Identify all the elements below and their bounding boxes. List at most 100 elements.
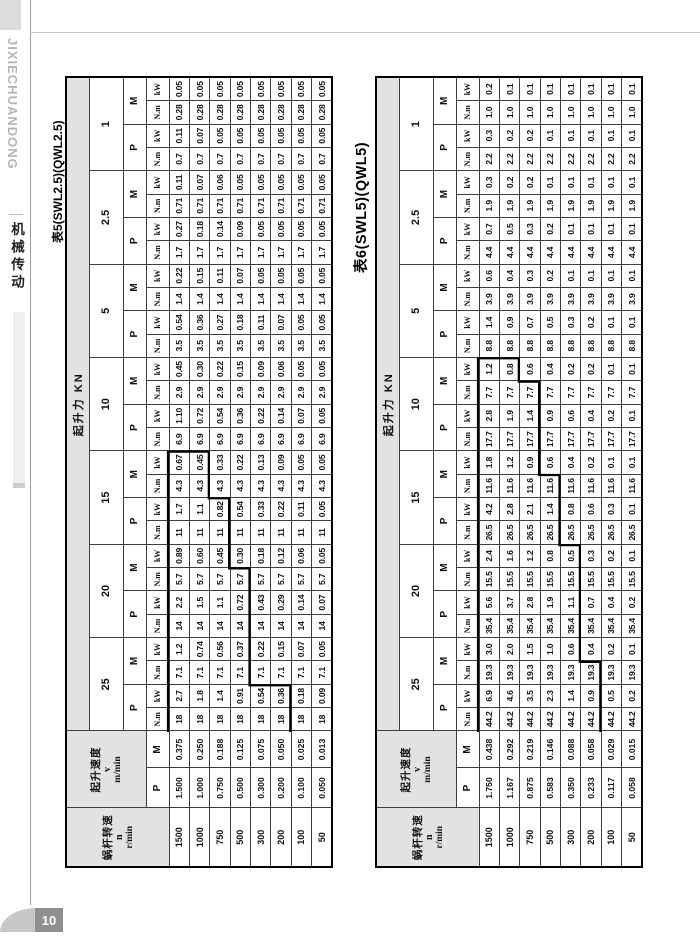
data-cell: 2.2 (560, 147, 581, 171)
data-cell: 0.2 (580, 310, 602, 335)
data-cell: 44.2 (601, 707, 622, 731)
data-cell: 3.5 (209, 334, 231, 358)
worm-speed-value: 1500 (169, 808, 190, 867)
data-cell: 7.1 (291, 660, 312, 685)
data-cell: 0.11 (250, 310, 271, 335)
torque-unit-header: N.m (146, 707, 169, 731)
data-cell: 8.8 (621, 334, 642, 358)
data-cell: 0.05 (291, 264, 312, 288)
data-cell: 0.43 (250, 590, 271, 615)
data-cell: 44.2 (479, 707, 500, 731)
data-row: 1000 1.167 0.292 44.2 4.6 19.3 2.0 35.4 3.7 15.5 1… (499, 77, 520, 867)
data-cell: 7.7 (499, 380, 520, 405)
data-cell: 0.07 (189, 124, 210, 148)
data-cell: 18 (189, 707, 210, 731)
data-cell: 0.09 (311, 684, 332, 708)
data-cell: 6.9 (270, 427, 292, 451)
data-cell: 35.4 (519, 614, 541, 638)
data-cell: 11 (311, 520, 332, 545)
power-unit-header: kW (456, 77, 479, 101)
lift-speed-m-value: 0.292 (499, 731, 520, 768)
data-cell: 1.2 (519, 544, 541, 568)
data-cell: 4.4 (621, 240, 642, 265)
data-cell: 0.27 (209, 310, 231, 335)
data-cell: 0.05 (311, 637, 332, 661)
data-cell: 0.1 (621, 450, 642, 475)
power-unit-header: kW (146, 310, 169, 335)
data-cell: 7.7 (580, 380, 602, 405)
data-cell: 0.4 (580, 404, 602, 428)
capacity-group-header: 10 (89, 357, 123, 451)
data-cell: 0.91 (230, 684, 251, 708)
data-row: 50 0.050 0.013 18 0.09 7.1 0.05 14 0.07 5.7 0.05 11… (311, 77, 332, 867)
data-table: 蜗杆转速 n r/min 起升速度 v m/min 起升力 KN 25 20 15 10 5 2.5 1 P… (375, 76, 643, 868)
data-cell: 18 (270, 707, 292, 731)
lift-speed-p-header: P (146, 768, 169, 808)
data-cell: 1.0 (560, 100, 581, 125)
data-cell: 0.15 (270, 637, 292, 661)
worm-speed-label: 蜗杆转速 (101, 814, 114, 861)
data-cell: 7.7 (479, 380, 500, 405)
data-cell: 3.5 (230, 334, 251, 358)
lift-speed-m-value: 0.188 (209, 731, 231, 768)
data-cell: 2.9 (311, 380, 332, 405)
data-cell: 0.05 (291, 170, 312, 195)
data-row: 500 0.583 0.146 44.2 2.3 19.3 1.0 35.4 1.9 15.5 0.… (540, 77, 561, 867)
data-cell: 6.9 (479, 684, 500, 708)
lift-speed-m-value: 0.015 (621, 731, 642, 768)
data-cell: 0.05 (270, 124, 292, 148)
lift-speed-p-value: 1.500 (169, 768, 190, 808)
data-cell: 15.5 (540, 567, 561, 591)
data-cell: 14 (291, 614, 312, 638)
data-cell: 0.2 (560, 357, 581, 381)
data-cell: 8.8 (540, 334, 561, 358)
data-cell: 44.2 (560, 707, 581, 731)
p-column-header: P (433, 310, 456, 358)
data-cell: 1.9 (601, 194, 622, 218)
data-cell: 15.5 (580, 567, 602, 591)
data-cell: 0.12 (270, 544, 292, 568)
p-column-header: P (433, 684, 456, 731)
data-cell: 19.3 (601, 660, 622, 685)
data-cell: 2.9 (291, 380, 312, 405)
lift-speed-p-value: 0.350 (560, 768, 581, 808)
data-cell: 15.5 (479, 567, 500, 591)
torque-unit-header: N.m (146, 427, 169, 451)
worm-speed-value: 300 (560, 808, 581, 867)
data-cell: 0.22 (209, 357, 231, 381)
data-cell: 0.05 (311, 450, 332, 475)
data-cell: 0.05 (250, 124, 271, 148)
data-cell: 0.2 (580, 450, 602, 475)
data-cell: 26.5 (499, 520, 520, 545)
data-cell: 0.05 (291, 450, 312, 475)
lift-speed-symbol: v (412, 767, 424, 772)
data-cell: 0.1 (540, 170, 561, 195)
data-cell: 0.1 (580, 170, 602, 195)
power-unit-header: kW (146, 170, 169, 195)
data-cell: 0.05 (311, 217, 332, 241)
data-cell: 1.4 (230, 287, 251, 311)
m-column-header: M (433, 637, 456, 685)
data-cell: 0.05 (311, 170, 332, 195)
data-cell: 1.0 (540, 637, 561, 661)
data-cell: 0.22 (169, 264, 190, 288)
data-cell: 19.3 (540, 660, 561, 685)
data-cell: 0.54 (230, 497, 251, 521)
data-cell: 18 (209, 707, 231, 731)
p-column-header: P (433, 590, 456, 638)
data-cell: 0.67 (169, 450, 190, 475)
data-cell: 0.8 (540, 544, 561, 568)
lift-speed-label: 起升速度 (400, 746, 413, 793)
worm-speed-value: 300 (250, 808, 271, 867)
data-cell: 0.05 (270, 77, 292, 101)
data-cell: 1.5 (189, 590, 210, 615)
data-cell: 17.7 (540, 427, 561, 451)
data-cell: 0.71 (189, 194, 210, 218)
table-header: 蜗杆转速 n r/min 起升速度 v m/min 起升力 KN 25 20 15 10 5 2.5 1 P… (376, 77, 479, 867)
data-cell: 2.9 (189, 380, 210, 405)
data-cell: 0.89 (169, 544, 190, 568)
header-row-1: 蜗杆转速 n r/min 起升速度 v m/min 起升力 KN (66, 77, 169, 867)
data-cell: 0.7 (479, 217, 500, 241)
data-cell: 0.2 (479, 77, 500, 101)
data-cell: 0.7 (169, 147, 190, 171)
